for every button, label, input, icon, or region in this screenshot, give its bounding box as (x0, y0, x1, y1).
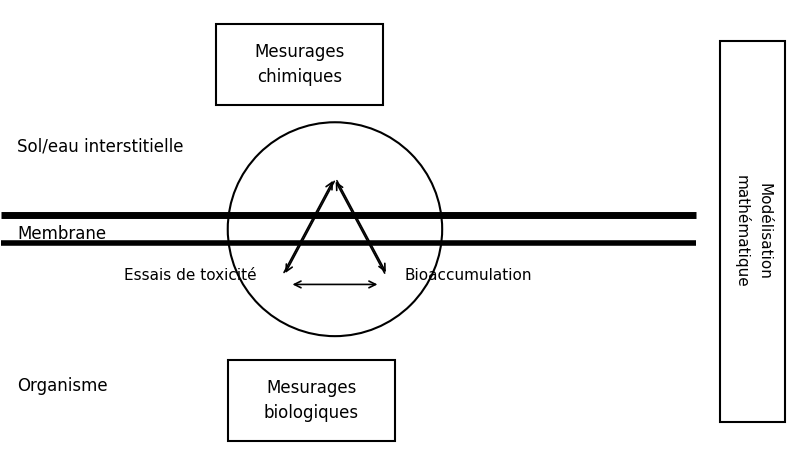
Text: Membrane: Membrane (18, 225, 106, 243)
Text: Bioaccumulation: Bioaccumulation (405, 268, 532, 283)
Bar (228, 360, 395, 441)
Text: Mesurages
biologiques: Mesurages biologiques (264, 379, 359, 422)
Bar (216, 25, 383, 105)
Text: Essais de toxicité: Essais de toxicité (124, 268, 257, 283)
Bar (720, 40, 785, 423)
Text: Organisme: Organisme (18, 377, 108, 394)
Text: Sol/eau interstitielle: Sol/eau interstitielle (18, 138, 184, 156)
Text: Modélisation
mathématique: Modélisation mathématique (734, 175, 771, 288)
Text: Mesurages
chimiques: Mesurages chimiques (254, 43, 344, 86)
